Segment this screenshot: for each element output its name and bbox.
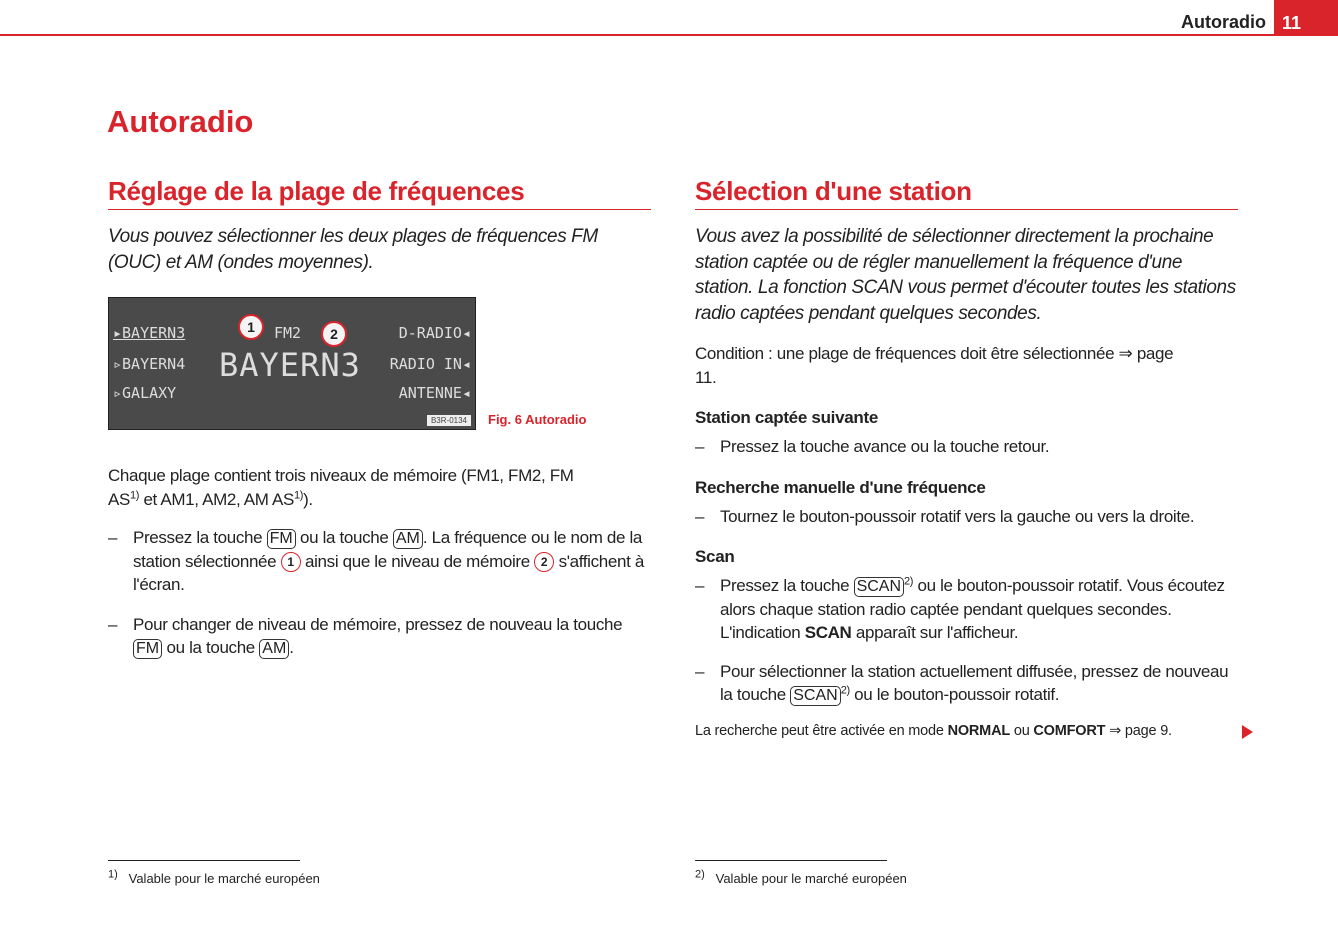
source-item: ANTENNE◂ bbox=[398, 384, 471, 402]
callout-ref-1: 1 bbox=[280, 551, 301, 572]
intro-left: Vous pouvez sélectionner les deux plages… bbox=[108, 226, 598, 273]
radio-display-figure: ▸BAYERN3 ▹BAYERN4 ▹GALAXY D-RADIO◂ RADIO… bbox=[108, 297, 476, 430]
figure-caption: Fig. 6 Autoradio bbox=[488, 412, 587, 427]
list-item: – Tournez le bouton-poussoir rotatif vers… bbox=[695, 506, 1195, 526]
preset-item: ▹BAYERN4 bbox=[113, 355, 186, 373]
subheading: Scan bbox=[695, 547, 735, 566]
scan-key: SCAN bbox=[790, 686, 841, 706]
list-item: – Pour changer de niveau de mémoire, pre… bbox=[108, 614, 623, 659]
header-rule bbox=[0, 34, 1338, 36]
page-number: 11 bbox=[1274, 0, 1338, 36]
figure-block: ▸BAYERN3 ▹BAYERN4 ▹GALAXY D-RADIO◂ RADIO… bbox=[108, 297, 653, 430]
footnote-right: 2) Valable pour le marché européen bbox=[695, 868, 907, 886]
subheading: Recherche manuelle d'une fréquence bbox=[695, 477, 986, 497]
fm-key: FM bbox=[133, 639, 163, 659]
continue-arrow-icon bbox=[1242, 724, 1253, 739]
condition-text: Condition : une plage de fréquences doit… bbox=[695, 344, 1174, 387]
preset-item: ▸BAYERN3 bbox=[113, 324, 186, 342]
am-key: AM bbox=[259, 639, 290, 659]
am-key: AM bbox=[392, 529, 423, 549]
callout-2: 2 bbox=[321, 321, 347, 347]
list-item: – Pressez la touche FM ou la touche AM. … bbox=[108, 528, 644, 594]
footnote-rule bbox=[695, 860, 887, 861]
list-item: – Pour sélectionner la station actuellem… bbox=[695, 661, 1229, 706]
list-item: – Pressez la touche avance ou la touche r… bbox=[695, 437, 1050, 456]
footnote-rule bbox=[108, 860, 300, 861]
callout-ref-2: 2 bbox=[534, 551, 555, 572]
callout-1: 1 bbox=[238, 314, 264, 340]
section-heading-right: Sélection d'une station bbox=[695, 176, 1238, 210]
source-item: D-RADIO◂ bbox=[398, 324, 471, 342]
band-label: FM2 bbox=[274, 324, 302, 342]
running-header: Autoradio bbox=[1181, 12, 1266, 32]
memory-paragraph: Chaque plage contient trois niveaux de m… bbox=[108, 466, 574, 509]
footnote-block: 1) Valable pour le marché européen bbox=[108, 846, 653, 886]
section-heading-left: Réglage de la plage de fréquences bbox=[108, 176, 651, 210]
fm-key: FM bbox=[266, 529, 296, 549]
scan-key: SCAN bbox=[853, 577, 905, 597]
right-column: Sélection d'une station Vous avez la pos… bbox=[695, 176, 1253, 886]
footnote-left: 1) Valable pour le marché européen bbox=[108, 868, 320, 886]
source-item: RADIO IN◂ bbox=[389, 355, 471, 373]
footnote-block: 2) Valable pour le marché européen bbox=[695, 846, 1240, 886]
subheading: Station captée suivante bbox=[695, 408, 878, 427]
mode-note: La recherche peut être activée en mode N… bbox=[695, 723, 1253, 739]
list-item: – Pressez la touche SCAN 2) ou le bouton-… bbox=[695, 575, 1225, 642]
station-name: BAYERN3 bbox=[219, 346, 361, 384]
preset-item: ▹GALAXY bbox=[113, 384, 177, 402]
intro-right: Vous avez la possibilité de sélectionner… bbox=[695, 226, 1236, 324]
page-title: Autoradio bbox=[107, 104, 254, 139]
left-column: Réglage de la plage de fréquences Vous p… bbox=[108, 176, 653, 886]
figure-code: B3R-0134 bbox=[426, 415, 471, 426]
